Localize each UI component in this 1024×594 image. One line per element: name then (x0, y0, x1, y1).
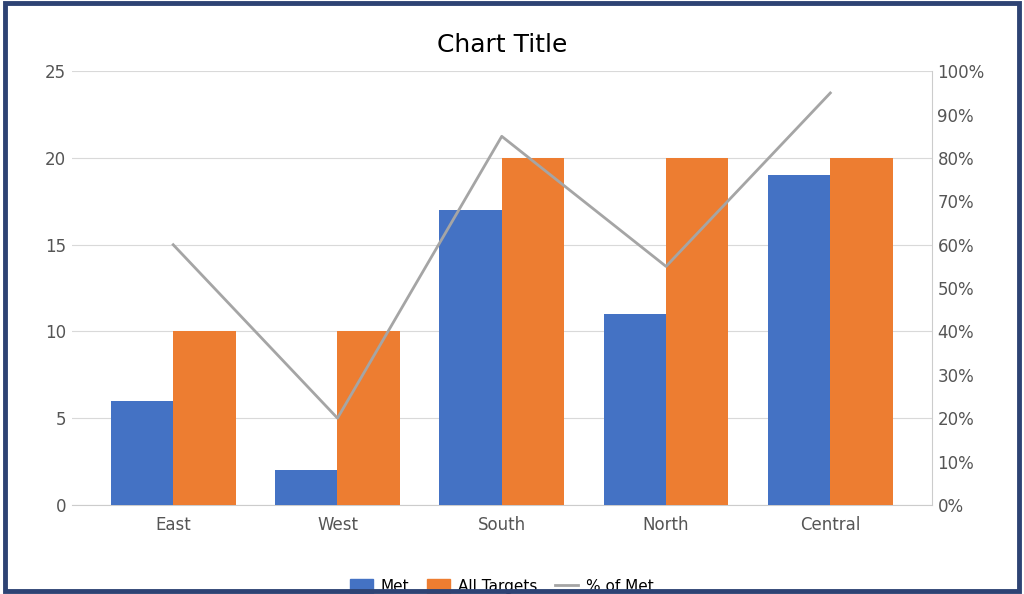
Legend: Met, All Targets, % of Met: Met, All Targets, % of Met (344, 573, 659, 594)
Bar (338, 331, 400, 505)
Bar (830, 158, 893, 505)
Bar (275, 470, 338, 505)
Bar (439, 210, 502, 505)
Bar (603, 314, 666, 505)
Title: Chart Title: Chart Title (436, 33, 567, 57)
Bar (111, 401, 173, 505)
Bar (666, 158, 728, 505)
Bar (768, 175, 830, 505)
Bar (173, 331, 236, 505)
Bar (502, 158, 564, 505)
